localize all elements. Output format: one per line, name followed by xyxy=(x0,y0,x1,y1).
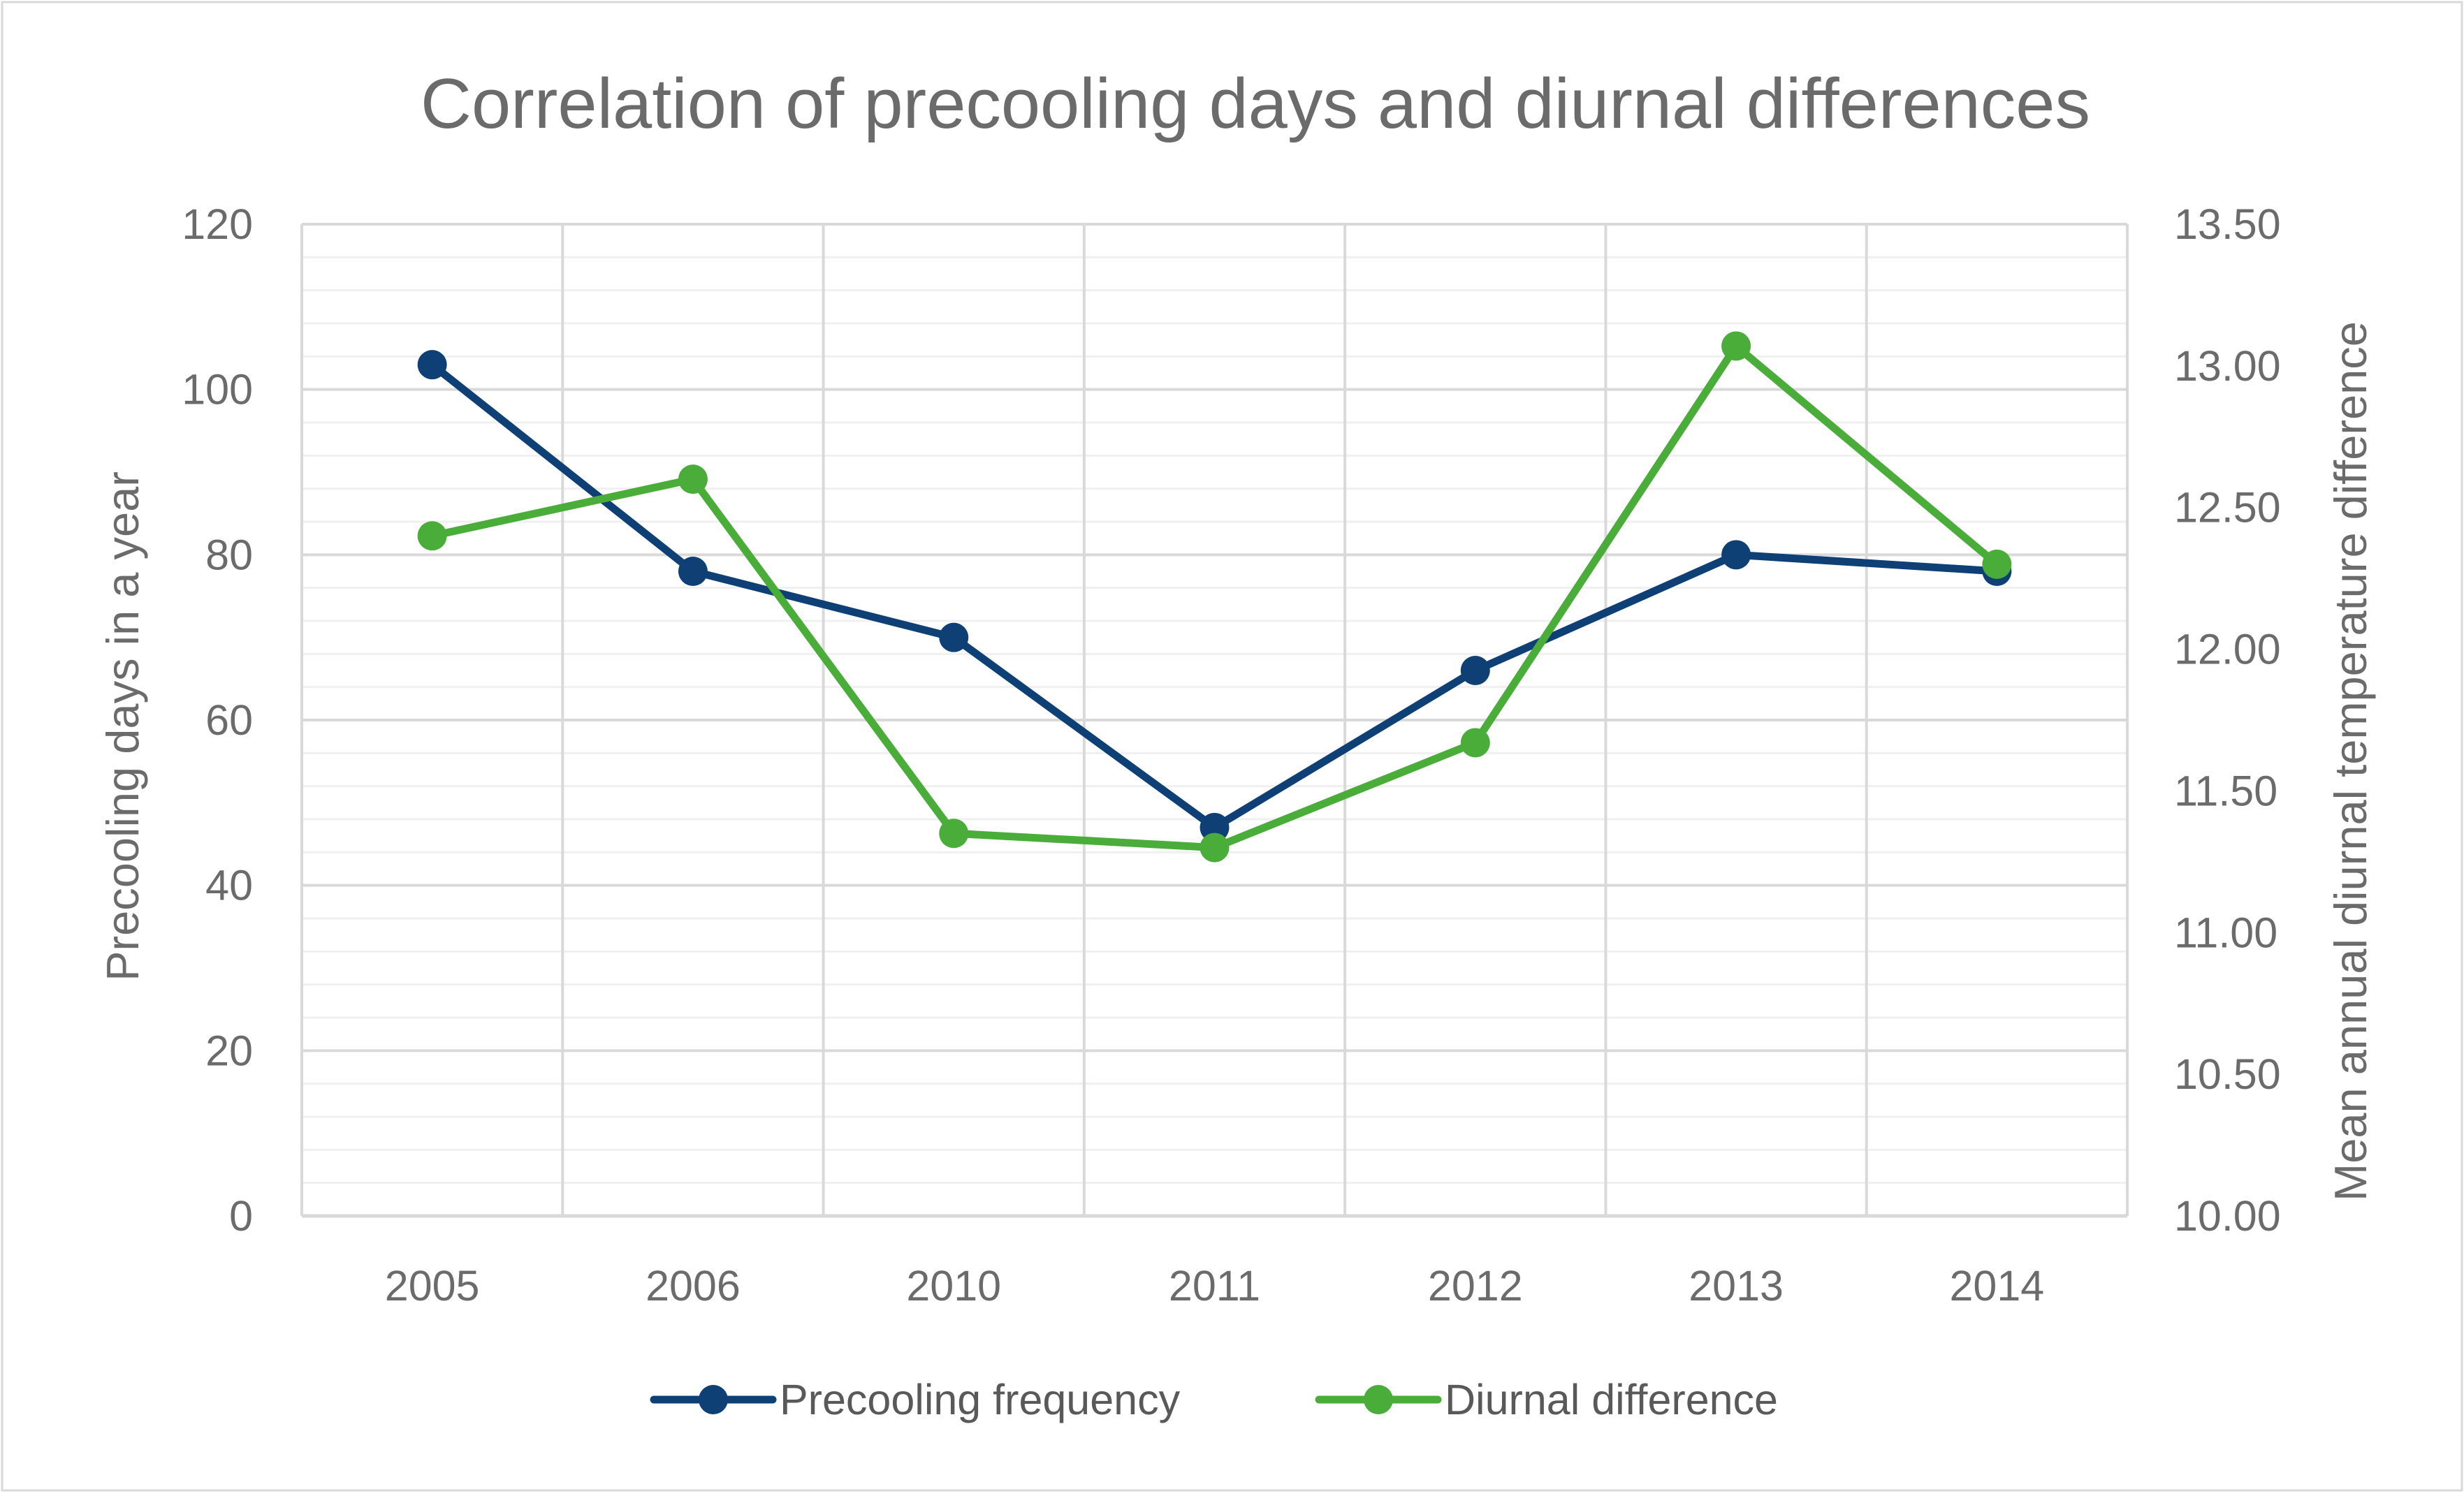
axes: 0 20 40 60 80 100 120 10.00 10.50 11.00 11.50 12.00… xyxy=(182,200,2280,1310)
y-tick-right: 13.50 xyxy=(2174,200,2281,248)
data-point-diurnal-difference xyxy=(1721,331,1751,361)
x-tick-label: 2012 xyxy=(1428,1262,1523,1310)
x-tick-label: 2013 xyxy=(1689,1262,1784,1310)
data-point-precooling-frequency xyxy=(1200,812,1230,842)
data-point-diurnal-difference xyxy=(1982,549,2012,579)
y-tick-right: 11.00 xyxy=(2174,909,2277,956)
x-tick-label: 2014 xyxy=(1950,1262,2045,1310)
y-tick-right: 10.50 xyxy=(2174,1050,2281,1098)
y-tick-right: 13.00 xyxy=(2174,342,2281,390)
data-point-diurnal-difference xyxy=(1460,728,1490,758)
data-point-precooling-frequency xyxy=(1721,540,1751,570)
data-point-precooling-frequency xyxy=(417,350,447,380)
data-point-diurnal-difference xyxy=(939,819,969,849)
y-tick-right: 12.50 xyxy=(2174,484,2281,531)
y-tick-right: 10.00 xyxy=(2174,1192,2281,1240)
y-tick-left: 80 xyxy=(205,531,253,578)
data-point-precooling-frequency xyxy=(1460,656,1490,685)
x-tick-label: 2010 xyxy=(906,1262,1001,1310)
y-tick-left: 120 xyxy=(182,200,253,248)
y-axis-title-right: Mean annual diurnal temperature differen… xyxy=(2325,321,2376,1201)
y-tick-right: 11.50 xyxy=(2174,767,2277,814)
x-tick-label: 2006 xyxy=(646,1262,741,1310)
y-tick-left: 0 xyxy=(229,1192,253,1240)
chart-title: Correlation of precooling days and diurn… xyxy=(421,65,2090,143)
y-tick-left: 60 xyxy=(205,696,253,744)
y-tick-left: 40 xyxy=(205,862,253,909)
legend-label-precooling-frequency: Precooling frequency xyxy=(780,1376,1181,1423)
y-axis-title-left: Precooling days in a year xyxy=(97,471,148,981)
y-tick-right: 12.00 xyxy=(2174,626,2281,673)
x-tick-label: 2005 xyxy=(385,1262,480,1310)
data-point-precooling-frequency xyxy=(678,557,708,586)
series xyxy=(417,331,2012,863)
data-point-precooling-frequency xyxy=(939,622,969,652)
y-tick-left: 20 xyxy=(205,1027,253,1074)
data-point-diurnal-difference xyxy=(678,464,708,494)
legend-marker-precooling-frequency xyxy=(699,1385,728,1414)
data-point-diurnal-difference xyxy=(417,521,447,551)
x-tick-label: 2011 xyxy=(1169,1262,1260,1310)
y-tick-left: 100 xyxy=(182,366,253,413)
legend: Precooling frequency Diurnal difference xyxy=(650,1376,1778,1423)
legend-marker-diurnal-difference xyxy=(1364,1385,1393,1414)
legend-label-diurnal-difference: Diurnal difference xyxy=(1445,1376,1778,1423)
data-point-diurnal-difference xyxy=(1200,833,1230,863)
